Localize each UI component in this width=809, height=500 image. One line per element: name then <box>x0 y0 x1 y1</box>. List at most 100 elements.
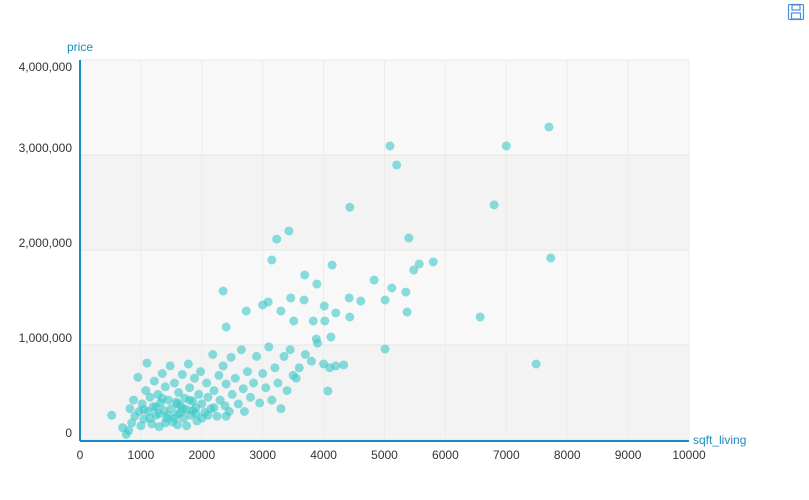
point <box>531 359 541 369</box>
point <box>252 351 262 361</box>
x-axis-name: sqft_living <box>693 433 746 447</box>
x-tick-label: 10000 <box>672 448 706 462</box>
point <box>284 226 294 236</box>
point <box>175 407 185 417</box>
point <box>380 344 390 354</box>
x-tick-label: 9000 <box>615 448 642 462</box>
point <box>501 141 511 151</box>
point <box>145 413 155 423</box>
point <box>197 413 207 423</box>
point <box>289 316 299 326</box>
point <box>185 395 195 405</box>
point <box>313 338 323 348</box>
point <box>197 399 207 409</box>
point <box>209 403 219 413</box>
point <box>249 378 259 388</box>
point <box>267 395 277 405</box>
x-tick-label: 3000 <box>249 448 276 462</box>
point <box>226 352 236 362</box>
point <box>218 286 228 296</box>
point <box>414 259 424 269</box>
point <box>160 382 170 392</box>
point <box>133 372 143 382</box>
point <box>276 404 286 414</box>
point <box>218 361 228 371</box>
point <box>212 411 222 421</box>
point <box>402 307 412 317</box>
point <box>276 306 286 316</box>
point <box>169 378 179 388</box>
point <box>428 257 438 267</box>
y-tick-label: 2,000,000 <box>19 236 73 250</box>
y-tick-label: 3,000,000 <box>19 141 73 155</box>
point <box>202 378 212 388</box>
point <box>258 369 268 378</box>
point <box>261 383 271 393</box>
point <box>369 275 379 285</box>
point <box>385 141 395 151</box>
point <box>286 293 296 303</box>
point <box>124 426 134 435</box>
y-axis-name: price <box>67 40 93 54</box>
point <box>546 253 556 263</box>
y-tick-label: 1,000,000 <box>19 331 73 345</box>
point <box>145 392 155 402</box>
point <box>227 389 237 399</box>
point <box>139 405 149 415</box>
point <box>272 234 282 244</box>
point <box>291 373 301 383</box>
point <box>209 386 219 396</box>
point <box>299 295 309 305</box>
point <box>320 316 330 326</box>
point <box>282 386 292 396</box>
point <box>387 283 397 293</box>
x-tick-label: 8000 <box>554 448 581 462</box>
point <box>326 332 336 342</box>
point <box>221 379 231 389</box>
point <box>344 293 354 303</box>
x-tick-label: 1000 <box>128 448 155 462</box>
point <box>107 410 117 420</box>
point <box>339 360 349 370</box>
point <box>174 388 184 397</box>
point <box>263 297 273 307</box>
point <box>189 373 199 383</box>
point <box>203 392 213 402</box>
point <box>183 359 193 369</box>
point <box>409 265 419 275</box>
point <box>125 404 135 414</box>
point <box>160 418 170 428</box>
point <box>165 361 175 371</box>
point <box>345 312 355 322</box>
x-tick-label: 7000 <box>493 448 520 462</box>
point <box>300 350 310 359</box>
point <box>264 342 274 352</box>
point <box>188 406 198 416</box>
point <box>401 287 411 297</box>
point <box>331 361 341 371</box>
point <box>270 363 280 373</box>
point <box>308 316 318 326</box>
point <box>149 376 159 386</box>
point <box>544 122 554 132</box>
point <box>241 306 251 316</box>
point <box>238 384 248 394</box>
point <box>194 389 204 399</box>
point <box>172 399 182 409</box>
point <box>475 312 485 322</box>
point <box>273 378 283 388</box>
x-tick-label: 5000 <box>371 448 398 462</box>
point <box>323 386 333 396</box>
x-tick-label: 6000 <box>432 448 459 462</box>
point <box>380 295 390 305</box>
point <box>151 402 161 412</box>
point <box>157 393 167 403</box>
point <box>279 351 289 361</box>
point <box>182 421 192 431</box>
point <box>208 350 218 359</box>
y-tick-label: 0 <box>65 426 72 440</box>
point <box>246 392 256 402</box>
save-icon[interactable] <box>787 3 805 21</box>
point <box>142 358 152 368</box>
